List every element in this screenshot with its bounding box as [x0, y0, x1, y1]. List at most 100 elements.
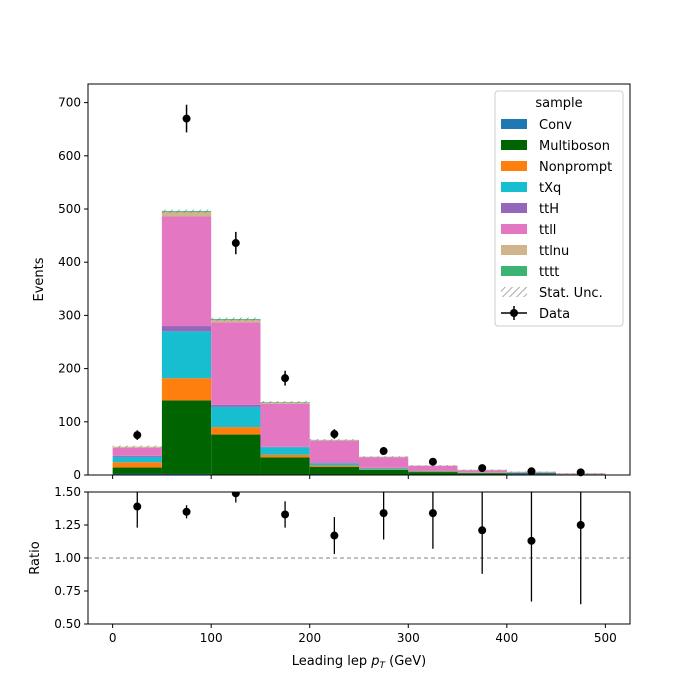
ratio-ytick-label-2: 1.00: [54, 551, 81, 565]
data-point-0: [133, 431, 142, 440]
data-point-7: [478, 464, 487, 473]
legend-label-1: Multiboson: [539, 139, 610, 154]
bar-multiboson-6: [408, 472, 458, 475]
ratio-ytick-label-1: 0.75: [54, 584, 81, 598]
main-ytick-label-2: 200: [58, 362, 81, 376]
bar-ttll-1: [161, 216, 212, 327]
main-panel: 0 100 200 300 400 500 600 700 Events: [32, 83, 631, 482]
ratio-points: [133, 492, 585, 605]
legend-swatch-ttll: [501, 224, 527, 234]
data-point-1: [182, 114, 191, 123]
bar-tth-3: [260, 446, 310, 448]
legend-data-marker: [510, 309, 518, 317]
stat-unc-2: [211, 317, 261, 321]
x-axis-label-main: Leading lep: [292, 654, 371, 669]
data-point-9: [576, 468, 585, 477]
ratio-point-1: [182, 507, 191, 516]
legend: sample Conv Multiboson Nonprompt tXq ttH ttll t…: [494, 90, 624, 327]
x-axis-label: Leading lep pT (GeV): [292, 654, 426, 671]
bar-nonprompt-5: [359, 469, 409, 470]
bar-multiboson-4: [309, 467, 359, 475]
stacked-bars: [112, 209, 606, 475]
ratio-xtick-label-4: 400: [495, 631, 518, 645]
ratio-point-0: [133, 502, 142, 511]
ratio-ytick-label-4: 1.50: [54, 485, 81, 499]
bar-txq-3: [260, 447, 310, 455]
legend-swatch-tth: [501, 203, 527, 213]
data-point-4: [330, 430, 339, 439]
legend-label-0: Conv: [539, 118, 572, 133]
legend-swatch-ttlnu: [501, 245, 527, 255]
main-y-axis: 0 100 200 300 400 500 600 700: [58, 96, 88, 482]
ratio-point-6: [428, 509, 437, 518]
legend-label-5: ttll: [539, 223, 556, 238]
bar-nonprompt-2: [211, 427, 261, 435]
bar-ttlnu-1: [161, 212, 212, 217]
legend-swatch-txq: [501, 182, 527, 192]
legend-label-6: ttlnu: [539, 244, 569, 259]
bar-txq-0: [112, 456, 162, 463]
bar-txq-1: [161, 331, 212, 379]
bar-nonprompt-3: [260, 454, 310, 458]
bar-multiboson-5: [359, 469, 409, 475]
legend-swatch-stat-unc: [501, 287, 527, 297]
bar-tth-0: [112, 455, 162, 457]
bar-ttll-0: [112, 447, 162, 456]
bar-txq-6: [408, 471, 458, 472]
legend-label-3: tXq: [539, 181, 561, 196]
bar-ttll-6: [408, 465, 458, 471]
data-point-2: [231, 239, 240, 248]
x-axis-label-subscript: T: [379, 661, 386, 671]
legend-swatch-multiboson: [501, 140, 527, 150]
data-point-8: [527, 467, 536, 476]
bar-nonprompt-4: [309, 465, 359, 468]
legend-swatch-nonprompt: [501, 161, 527, 171]
bar-ttll-2: [211, 322, 261, 405]
ratio-xtick-label-2: 200: [298, 631, 321, 645]
ratio-point-2: [231, 492, 240, 498]
main-ytick-label-7: 700: [58, 96, 81, 110]
x-axis-label-symbol: p: [370, 654, 379, 669]
bar-ttll-4: [309, 440, 359, 464]
main-ytick-label-0: 0: [73, 468, 81, 482]
legend-swatch-conv: [501, 119, 527, 129]
bar-nonprompt-6: [408, 471, 458, 473]
bar-nonprompt-0: [112, 462, 162, 468]
bar-multiboson-0: [112, 467, 162, 474]
legend-title: sample: [535, 96, 582, 111]
bar-conv-0: [112, 473, 162, 475]
bar-txq-2: [211, 406, 261, 428]
ratio-panel: 0.50 0.75 1.00 1.25 1.50 0 100 200 300 400 500 Rati…: [28, 485, 631, 671]
ratio-point-7: [478, 526, 487, 535]
bar-conv-1: [161, 473, 212, 475]
bar-multiboson-7: [457, 473, 507, 475]
ratio-xtick-label-1: 100: [200, 631, 223, 645]
bar-multiboson-1: [161, 400, 212, 474]
data-point-6: [428, 457, 437, 466]
legend-swatch-tttt: [501, 266, 527, 276]
stat-unc-0: [112, 445, 162, 448]
stat-unc-5: [359, 456, 409, 458]
ratio-xtick-label-3: 300: [397, 631, 420, 645]
ratio-point-5: [379, 509, 388, 518]
legend-label-stat-unc: Stat. Unc.: [539, 286, 603, 301]
ratio-point-4: [330, 531, 339, 540]
ratio-point-9: [576, 521, 585, 529]
bar-ttlnu-2: [211, 320, 261, 323]
bar-tth-2: [211, 404, 261, 407]
bar-ttll-5: [359, 457, 409, 468]
bar-txq-5: [359, 468, 409, 470]
ratio-ytick-label-3: 1.25: [54, 518, 81, 532]
bar-multiboson-3: [260, 457, 310, 475]
ratio-ylabel: Ratio: [28, 541, 43, 574]
data-point-3: [281, 374, 290, 383]
ratio-xtick-label-5: 500: [594, 631, 617, 645]
ratio-frame: [87, 491, 631, 625]
main-ylabel: Events: [32, 257, 47, 301]
data-points: [133, 104, 585, 477]
main-ytick-label-6: 600: [58, 149, 81, 163]
main-ytick-label-3: 300: [58, 308, 81, 322]
data-point-5: [379, 447, 388, 456]
legend-label-7: tttt: [539, 265, 559, 280]
